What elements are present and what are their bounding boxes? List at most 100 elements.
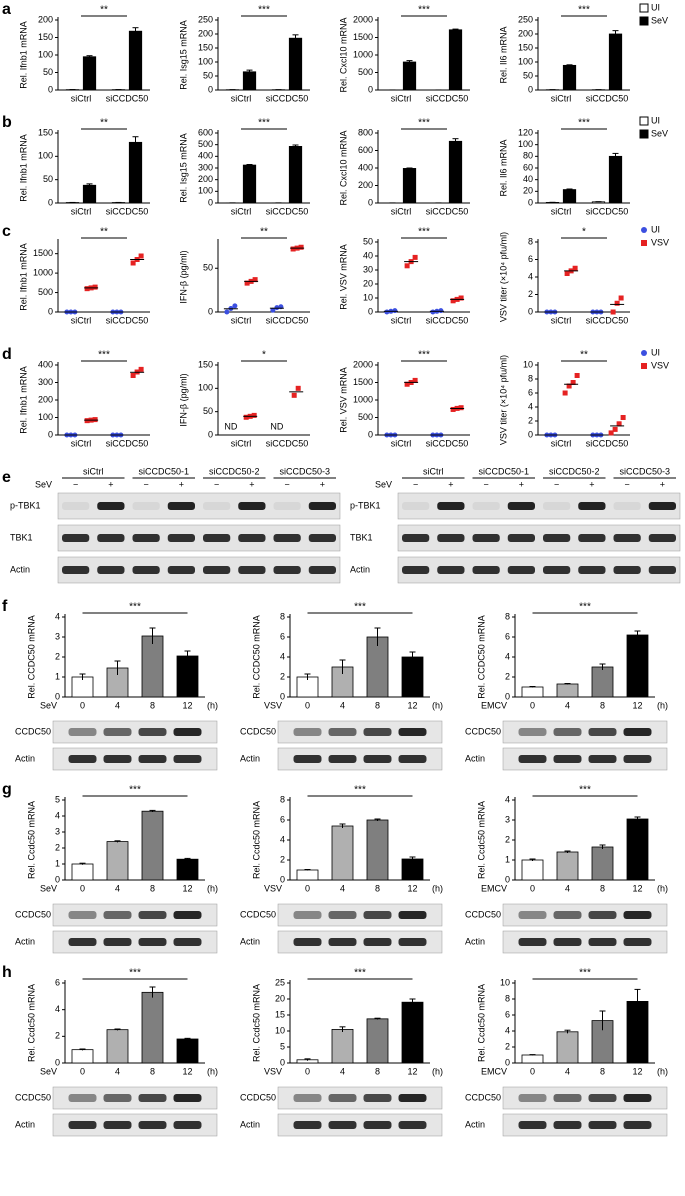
blot-band — [69, 755, 97, 763]
legend-marker — [641, 363, 647, 369]
y-tick-label: 40 — [363, 250, 373, 260]
bar — [592, 847, 613, 880]
blot-band — [649, 534, 676, 542]
y-tick-label: 10 — [500, 977, 510, 987]
x-tick-label: 8 — [150, 883, 155, 893]
x-axis-label: VSV — [264, 883, 282, 893]
treatment-sign: + — [448, 479, 453, 489]
blot-band — [294, 755, 322, 763]
data-point — [139, 367, 144, 372]
blot-band — [104, 938, 132, 946]
x-tick-label: 12 — [182, 1066, 192, 1076]
y-tick-label: 10 — [363, 292, 373, 302]
significance-label: *** — [258, 5, 270, 16]
blot-label: p-TBK1 — [10, 500, 41, 510]
treatment-sign: − — [214, 479, 219, 489]
y-tick-label: 150 — [38, 32, 53, 42]
x-tick-label: 4 — [565, 883, 570, 893]
treatment-label: SeV — [375, 479, 392, 489]
x-tick-label: siCCDC50 — [266, 438, 309, 448]
blot-band — [543, 566, 570, 574]
y-axis-label: Rel. Ifnb1 mRNA — [18, 134, 28, 202]
bar — [83, 185, 95, 203]
legend-marker — [641, 350, 647, 356]
y-tick-label: 50 — [203, 263, 213, 273]
bar — [609, 34, 621, 90]
y-tick-label: 0 — [208, 429, 213, 439]
blot-band — [578, 566, 605, 574]
y-tick-label: 0 — [48, 197, 53, 207]
blot-band — [589, 755, 617, 763]
legend-label: SeV — [651, 128, 668, 138]
y-tick-label: 8 — [505, 993, 510, 1003]
x-unit: (h) — [432, 700, 443, 710]
x-tick-label: siCCDC50 — [426, 438, 469, 448]
blot-band — [329, 728, 357, 736]
y-tick-label: 3 — [55, 631, 60, 641]
data-point — [296, 386, 301, 391]
blot-band — [238, 534, 265, 542]
x-unit: (h) — [657, 883, 668, 893]
significance-label: *** — [129, 968, 141, 979]
significance-label: *** — [354, 968, 366, 979]
data-point — [413, 255, 418, 260]
y-tick-label: 0 — [528, 429, 533, 439]
y-axis-label: Rel. CCDC50 mRNA — [251, 615, 261, 699]
y-tick-label: 200 — [358, 180, 373, 190]
y-tick-label: 150 — [198, 42, 213, 52]
legend-marker — [640, 17, 648, 25]
y-tick-label: 2 — [55, 1031, 60, 1041]
y-tick-label: 150 — [38, 127, 53, 137]
blot-label: CCDC50 — [465, 909, 501, 919]
blot-band — [329, 1121, 357, 1129]
bar — [557, 1032, 578, 1063]
x-tick-label: 8 — [375, 883, 380, 893]
blot-label: CCDC50 — [240, 1092, 276, 1102]
x-tick-label: siCtrl — [551, 438, 572, 448]
y-tick-label: 4 — [505, 1025, 510, 1035]
y-tick-label: 100 — [198, 383, 213, 393]
bar — [557, 684, 578, 697]
bar — [289, 38, 301, 90]
treatment-sign: + — [179, 479, 184, 489]
blot-band — [174, 1094, 202, 1102]
y-tick-label: 6 — [528, 387, 533, 397]
x-tick-label: siCtrl — [391, 315, 412, 325]
blot-band — [203, 566, 230, 574]
y-tick-label: 200 — [198, 28, 213, 38]
bar — [107, 842, 128, 880]
blot-band — [624, 1094, 652, 1102]
x-unit: (h) — [207, 883, 218, 893]
bar — [72, 1050, 93, 1063]
y-tick-label: 50 — [363, 236, 373, 246]
legend-label: VSV — [651, 360, 669, 370]
y-tick-label: 150 — [198, 359, 213, 369]
blot-band — [649, 566, 676, 574]
y-tick-label: 2000 — [353, 14, 373, 24]
x-unit: (h) — [432, 1066, 443, 1076]
y-tick-label: 100 — [38, 49, 53, 59]
group-label: siCCDC50-3 — [619, 466, 670, 476]
bar — [332, 826, 353, 880]
blot-band — [238, 566, 265, 574]
panel-label: b — [2, 114, 12, 131]
blot-band — [329, 938, 357, 946]
y-tick-label: 8 — [280, 794, 285, 804]
blot-band — [473, 534, 500, 542]
group-label: siCCDC50-2 — [209, 466, 260, 476]
blot-band — [364, 1121, 392, 1129]
x-tick-label: 12 — [182, 883, 192, 893]
y-tick-label: 0 — [528, 197, 533, 207]
y-axis-label: Rel. Ccdc50 mRNA — [476, 801, 486, 879]
blot-label: p-TBK1 — [350, 500, 381, 510]
blot-band — [402, 534, 429, 542]
x-unit: (h) — [207, 700, 218, 710]
y-axis-label: Rel. Il6 mRNA — [498, 139, 508, 196]
y-tick-label: 10 — [523, 359, 533, 369]
treatment-sign: − — [413, 479, 418, 489]
treatment-sign: + — [660, 479, 665, 489]
y-tick-label: 2 — [528, 289, 533, 299]
legend-marker — [641, 227, 647, 233]
y-tick-label: 600 — [198, 127, 213, 137]
